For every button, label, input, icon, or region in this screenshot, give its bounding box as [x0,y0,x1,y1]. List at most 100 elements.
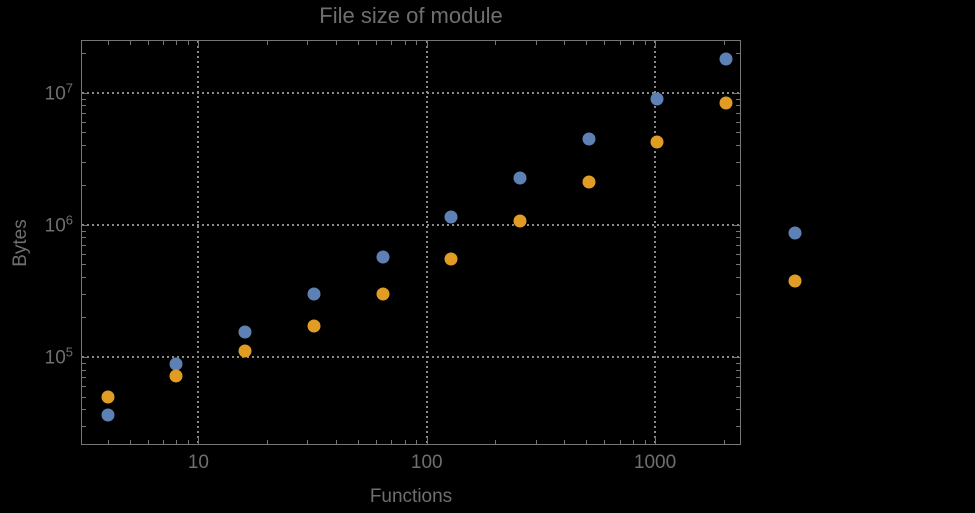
x-tick-label: 10 [187,452,210,473]
y-tick-mark [736,396,740,398]
y-tick-mark [736,317,740,319]
y-tick-mark [82,245,86,247]
x-tick-label: 1000 [633,452,677,473]
x-tick-mark [644,41,646,45]
x-tick-mark [426,437,428,444]
x-gridline [197,41,200,444]
data-point-series-2-orange [788,274,802,288]
y-tick-mark [82,224,89,226]
y-tick-mark [82,317,86,319]
x-tick-mark [632,41,634,45]
x-tick-mark [416,440,418,444]
x-tick-mark [107,440,109,444]
x-tick-mark [564,41,566,45]
y-tick-label: 105 [44,344,73,369]
x-tick-mark [495,41,497,45]
x-tick-mark [335,440,337,444]
x-tick-mark [198,41,200,48]
x-tick-mark [147,41,149,45]
y-tick-mark [82,98,86,100]
x-tick-mark [723,41,725,45]
y-tick-mark [736,132,740,134]
x-tick-mark [495,440,497,444]
x-tick-mark [176,41,178,45]
y-axis-label: Bytes [10,219,31,267]
y-tick-mark [82,377,86,379]
y-gridline [82,223,740,226]
x-tick-mark [335,41,337,45]
x-tick-mark [604,440,606,444]
data-point-series-2-orange [513,214,527,228]
x-tick-mark [267,41,269,45]
y-tick-label: 106 [44,211,73,237]
data-point-series-1-blue [169,357,183,371]
x-tick-mark [107,41,109,45]
y-tick-mark [82,161,86,163]
y-tick-mark [736,121,740,123]
x-tick-mark [535,440,537,444]
data-point-series-2-orange [650,135,664,149]
y-tick-mark [736,277,740,279]
y-gridline [82,91,740,94]
data-point-series-2-orange [582,175,596,189]
x-tick-mark [404,41,406,45]
x-tick-mark [426,41,428,48]
data-point-series-2-orange [101,390,115,404]
y-tick-mark [82,264,86,266]
y-tick-mark [82,121,86,123]
data-point-series-1-blue [513,171,527,185]
y-tick-mark [82,52,86,54]
y-tick-mark [736,253,740,255]
y-tick-mark [736,425,740,427]
y-tick-mark [82,184,86,186]
y-tick-mark [82,145,86,147]
y-tick-mark [733,224,740,226]
data-point-series-1-blue [307,287,321,301]
y-tick-mark [736,98,740,100]
data-point-series-1-blue [101,408,115,422]
x-tick-mark [644,440,646,444]
data-point-series-1-blue [376,250,389,264]
y-tick-mark [82,92,89,94]
y-tick-mark [82,396,86,398]
y-tick-mark [82,132,86,134]
data-point-series-2-orange [719,96,733,110]
x-tick-mark [147,440,149,444]
y-tick-mark [736,245,740,247]
y-tick-mark [736,264,740,266]
y-tick-mark [736,52,740,54]
x-tick-mark [187,440,189,444]
x-tick-mark [358,440,360,444]
x-tick-mark [655,437,657,444]
x-tick-mark [187,41,189,45]
x-tick-label: 100 [410,452,443,473]
y-tick-mark [736,145,740,147]
x-tick-mark [586,41,588,45]
data-point-series-1-blue [650,92,664,106]
data-point-series-2-orange [444,252,458,266]
y-tick-mark [82,253,86,255]
x-tick-mark [564,440,566,444]
y-tick-mark [82,386,86,388]
x-axis-label: Functions [369,486,453,507]
x-tick-mark [619,440,621,444]
x-tick-mark [655,41,657,48]
y-tick-mark [82,293,86,295]
y-tick-mark [82,362,86,364]
data-point-series-1-blue [238,325,252,339]
x-tick-mark [163,440,165,444]
data-point-series-2-orange [307,319,321,333]
x-tick-mark [391,440,393,444]
x-tick-mark [416,41,418,45]
x-tick-mark [358,41,360,45]
x-gridline [654,41,657,444]
x-tick-mark [198,437,200,444]
x-tick-mark [307,440,309,444]
chart-title: File size of module [319,3,503,28]
x-tick-mark [307,41,309,45]
x-tick-mark [391,41,393,45]
y-tick-mark [736,362,740,364]
y-tick-mark [82,237,86,239]
data-point-series-2-orange [169,369,183,383]
